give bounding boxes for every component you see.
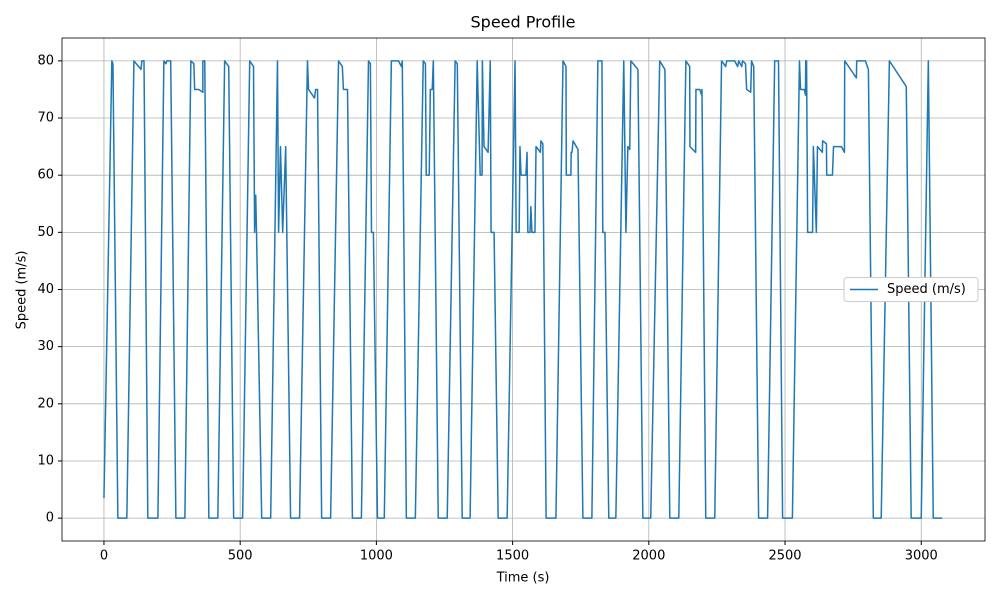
y-tick-label: 40	[37, 282, 54, 297]
y-tick-label: 30	[37, 339, 54, 354]
x-tick-label: 0	[100, 549, 108, 564]
y-tick-label: 70	[37, 111, 54, 126]
legend-label: Speed (m/s)	[887, 282, 966, 297]
x-tick-label: 1000	[360, 549, 393, 564]
legend-box	[843, 277, 979, 302]
legend: Speed (m/s)	[843, 277, 979, 302]
y-tick-label: 80	[37, 53, 54, 68]
x-tick-label: 1500	[496, 549, 529, 564]
plot-frame	[61, 37, 986, 542]
y-tick-label: 60	[37, 168, 54, 183]
chart-title: Speed Profile	[471, 13, 576, 32]
x-axis-label: Time (s)	[496, 571, 550, 586]
y-tick-label: 10	[37, 453, 54, 468]
x-tick-label: 2500	[768, 549, 801, 564]
y-tick-label: 0	[46, 511, 54, 526]
data-line	[103, 60, 943, 519]
y-tick-label: 50	[37, 225, 54, 240]
y-tick-label: 20	[37, 396, 54, 411]
x-tick-label: 500	[228, 549, 253, 564]
y-axis-label: Speed (m/s)	[15, 251, 30, 330]
x-tick-label: 3000	[905, 549, 938, 564]
x-tick-label: 2000	[632, 549, 665, 564]
